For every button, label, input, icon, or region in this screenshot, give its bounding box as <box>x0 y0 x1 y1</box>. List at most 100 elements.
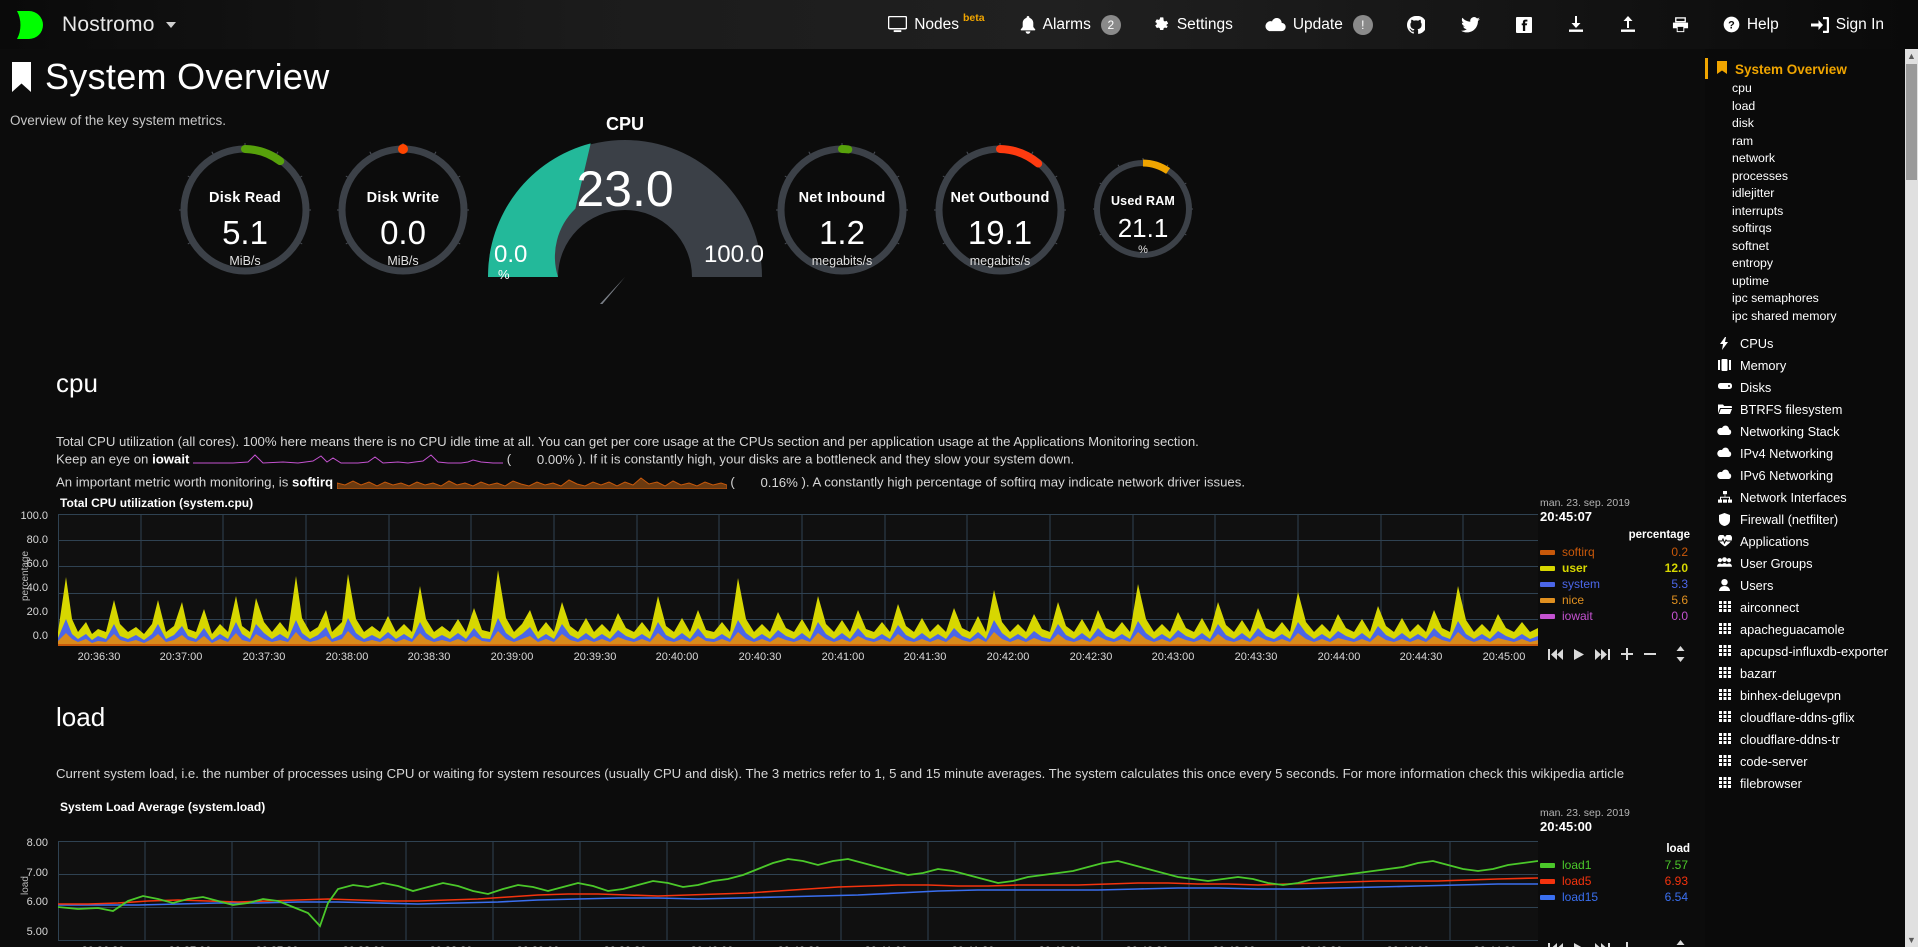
legend-row[interactable]: softirq 0.2 <box>1540 545 1688 559</box>
chart-system-cpu[interactable]: Total CPU utilization (system.cpu) perce… <box>0 496 1690 676</box>
chevron-down-icon[interactable] <box>165 21 176 28</box>
sidebar-item-network-interfaces[interactable]: Network Interfaces <box>1705 486 1918 508</box>
sidebar-item-label: IPv6 Networking <box>1740 467 1834 483</box>
legend-row[interactable]: nice 5.6 <box>1540 593 1688 607</box>
sidebar-item-disks[interactable]: Disks <box>1705 376 1918 398</box>
sidebar-subitem-network[interactable]: network <box>1732 151 1776 165</box>
sidebar-item-airconnect[interactable]: airconnect <box>1705 596 1918 618</box>
sidebar-subitem-processes[interactable]: processes <box>1732 168 1789 183</box>
legend-row[interactable]: load5 6.93 <box>1540 874 1688 888</box>
sidebar-item-users[interactable]: Users <box>1705 574 1918 596</box>
sidebar-item-user-groups[interactable]: User Groups <box>1705 552 1918 574</box>
sidebar-item-cloudflare-ddns-gflix[interactable]: cloudflare-ddns-gflix <box>1705 706 1918 728</box>
th-icon <box>1717 666 1732 678</box>
sidebar-item-btrfs-filesystem[interactable]: BTRFS filesystem <box>1705 398 1918 420</box>
sidebar-item-cpus[interactable]: CPUs <box>1705 332 1918 354</box>
resize-icon[interactable] <box>1675 940 1686 947</box>
zoom-out-icon[interactable] <box>1644 648 1656 660</box>
sidebar-item-apacheguacamole[interactable]: apacheguacamole <box>1705 618 1918 640</box>
legend-time: 20:45:07 <box>1540 509 1593 524</box>
sidebar-subitem-ipc-shared-memory[interactable]: ipc shared memory <box>1732 308 1837 323</box>
cloud-icon <box>1717 446 1732 457</box>
sidebar-item-cloudflare-ddns-tr[interactable]: cloudflare-ddns-tr <box>1705 728 1918 750</box>
nav-label-nodes: Nodes <box>914 15 960 33</box>
sidebar-subitem-ipc-semaphores[interactable]: ipc semaphores <box>1732 291 1819 305</box>
gauge-cpu[interactable]: CPU 23.0 0.0 % 100.0 <box>480 114 770 304</box>
sidebar-item-label: cloudflare-ddns-tr <box>1740 731 1840 747</box>
scroll-up-arrow-icon[interactable]: ▲ <box>1907 51 1916 61</box>
play-icon[interactable] <box>1574 942 1584 947</box>
x-tick: 20:38:30 <box>407 651 451 663</box>
sidebar-item-ipv6-networking[interactable]: IPv6 Networking <box>1705 464 1918 486</box>
gauge-used-ram[interactable]: Used RAM 21.1 % <box>1090 156 1196 262</box>
sidebar-scrollbar-track[interactable]: ▲ ▼ <box>1905 49 1918 947</box>
nav-item-import[interactable] <box>1550 0 1602 49</box>
load-desc-link[interactable]: wikipedia article <box>1530 766 1625 781</box>
resize-icon[interactable] <box>1675 646 1686 662</box>
nav-item-update[interactable]: Update ! <box>1249 0 1389 49</box>
x-tick: 20:40:00 <box>677 945 747 947</box>
sidebar-subitem-disk[interactable]: disk <box>1732 116 1754 130</box>
zoom-out-icon[interactable] <box>1644 942 1656 947</box>
brand-area[interactable]: Nostromo <box>0 8 176 42</box>
sidebar-item-code-server[interactable]: code-server <box>1705 750 1918 772</box>
zoom-in-icon[interactable] <box>1621 942 1633 947</box>
nav-item-alarms[interactable]: Alarms 2 <box>1004 0 1137 49</box>
sidebar-subitem-entropy[interactable]: entropy <box>1732 256 1774 270</box>
sidebar-scrollbar-thumb[interactable] <box>1906 64 1917 180</box>
nav-item-twitter[interactable] <box>1443 0 1498 49</box>
scroll-down-arrow-icon[interactable]: ▼ <box>1907 935 1916 945</box>
nav-item-settings[interactable]: Settings <box>1137 0 1249 49</box>
legend-row[interactable]: load15 6.54 <box>1540 890 1688 904</box>
nav-item-nodes[interactable]: Nodes beta <box>872 0 1003 49</box>
sidebar-item-firewall[interactable]: Firewall (netfilter) <box>1705 508 1918 530</box>
sidebar-item-apcupsd-influxdb-exporter[interactable]: apcupsd-influxdb-exporter <box>1705 640 1918 662</box>
sidebar-subitem-softnet[interactable]: softnet <box>1732 238 1769 253</box>
skip-backward-icon[interactable] <box>1548 942 1563 947</box>
nav-item-print[interactable] <box>1654 0 1707 49</box>
sidebar-item-system-overview[interactable]: System Overview <box>1705 58 1918 80</box>
skip-forward-icon[interactable] <box>1595 648 1610 660</box>
legend-row[interactable]: iowait 0.0 <box>1540 609 1688 623</box>
legend-row[interactable]: system 5.3 <box>1540 577 1688 591</box>
sidebar-item-bazarr[interactable]: bazarr <box>1705 662 1918 684</box>
x-tick: 20:38:00 <box>329 945 399 947</box>
sidebar-subitem-cpu[interactable]: cpu <box>1732 81 1752 95</box>
gauge-value: 1.2 <box>819 214 865 251</box>
sidebar-item-binhex-delugevpn[interactable]: binhex-delugevpn <box>1705 684 1918 706</box>
sidebar-subitem-ram[interactable]: ram <box>1732 133 1754 148</box>
gauge-net-outbound[interactable]: Net Outbound 19.1 megabits/s <box>930 140 1070 280</box>
skip-backward-icon[interactable] <box>1548 648 1563 660</box>
brand-name[interactable]: Nostromo <box>62 12 155 36</box>
top-navigation-bar: Nostromo Nodes beta Alarms 2 Settings <box>0 0 1918 49</box>
gauge-disk-write[interactable]: Disk Write 0.0 MiB/s <box>333 140 473 280</box>
legend-row[interactable]: user 12.0 <box>1540 561 1688 575</box>
sidebar-item-ipv4-networking[interactable]: IPv4 Networking <box>1705 442 1918 464</box>
chart-system-load[interactable]: System Load Average (system.load) load 8… <box>0 800 1690 947</box>
load-desc-line1: Current system load, i.e. the number of … <box>56 766 1528 781</box>
play-icon[interactable] <box>1574 648 1584 660</box>
gauge-net-inbound[interactable]: Net Inbound 1.2 megabits/s <box>772 140 912 280</box>
nav-item-github[interactable] <box>1389 0 1443 49</box>
iowait-paren: ( <box>506 451 512 467</box>
nav-item-help[interactable]: ? Help <box>1707 0 1795 49</box>
sidebar-item-networking-stack[interactable]: Networking Stack <box>1705 420 1918 442</box>
sidebar-subitem-load[interactable]: load <box>1732 98 1756 113</box>
legend-row[interactable]: load1 7.57 <box>1540 858 1688 872</box>
nav-item-facebook[interactable] <box>1498 0 1550 49</box>
sidebar-item-filebrowser[interactable]: filebrowser <box>1705 772 1918 794</box>
sidebar-item-memory[interactable]: Memory <box>1705 354 1918 376</box>
sidebar-subitem-softirqs[interactable]: softirqs <box>1732 221 1772 235</box>
sidebar-subitem-idlejitter[interactable]: idlejitter <box>1732 186 1775 200</box>
skip-forward-icon[interactable] <box>1595 942 1610 947</box>
x-tick: 20:44:00 <box>1373 945 1443 947</box>
sidebar-subitem-uptime[interactable]: uptime <box>1732 273 1769 288</box>
zoom-in-icon[interactable] <box>1621 648 1633 660</box>
nav-item-signin[interactable]: Sign In <box>1795 0 1900 49</box>
nav-item-export[interactable] <box>1602 0 1654 49</box>
gauge-disk-read[interactable]: Disk Read 5.1 MiB/s <box>175 140 315 280</box>
x-tick: 20:36:30 <box>77 651 121 663</box>
sidebar-item-applications[interactable]: Applications <box>1705 530 1918 552</box>
gauge-cpu-title: CPU <box>605 114 644 134</box>
sidebar-subitem-interrupts[interactable]: interrupts <box>1732 203 1784 218</box>
